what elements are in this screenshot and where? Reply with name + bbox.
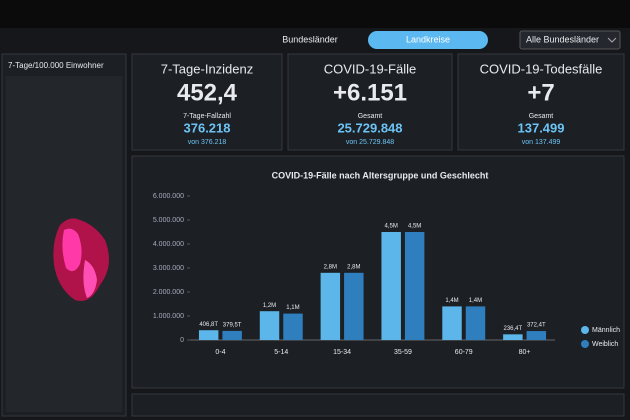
card-title: COVID-19-Fälle [324, 61, 416, 76]
chart-title: COVID-19-Fälle nach Altersgruppe und Ges… [272, 170, 489, 180]
map-legend: 7-Tage/100.000 Einwohner [8, 61, 104, 70]
card-value: +7 [527, 79, 554, 106]
bar [198, 330, 219, 340]
value-label: 1,4M [469, 298, 482, 304]
bar [344, 272, 364, 340]
value-label: 236,4T [504, 326, 523, 332]
card-sub-value: 137.499 [518, 120, 565, 135]
filter-label[interactable]: Alle Bundesländer [526, 34, 599, 44]
card-value: +6.151 [333, 79, 407, 106]
bar [283, 313, 303, 340]
x-tick-label: 35-59 [394, 349, 412, 356]
legend-label: Weiblich [592, 341, 618, 348]
value-label: 1,1M [286, 305, 299, 311]
tab[interactable]: Bundesländer [282, 34, 338, 44]
bar [381, 232, 401, 340]
card-sub-label: Gesamt [529, 113, 554, 120]
x-tick-label: 60-79 [455, 349, 473, 356]
bar [503, 334, 523, 340]
bar [526, 331, 547, 340]
x-tick-label: 80+ [519, 349, 531, 356]
card-sub-value: 376.218 [184, 120, 231, 135]
tab-active[interactable]: Landkreise [406, 34, 450, 44]
y-tick-label: 0 [180, 337, 184, 344]
card-note: von 376.218 [188, 139, 227, 146]
y-tick-label: 6.000.000 [153, 193, 184, 200]
value-label: 2,8M [347, 264, 360, 270]
filter-select[interactable] [519, 30, 621, 50]
y-tick-label: 1.000.000 [153, 313, 184, 320]
tab-active-bg[interactable] [368, 31, 488, 49]
y-tick-label: 3.000.000 [153, 265, 184, 272]
card-sub-label: Gesamt [358, 113, 383, 120]
value-label: 2,8M [324, 264, 337, 270]
value-label: 372,4T [527, 323, 546, 329]
legend-label: Männlich [592, 327, 620, 334]
value-label: 4,5M [408, 224, 421, 230]
value-label: 406,8T [199, 322, 218, 328]
x-tick-label: 5-14 [274, 349, 288, 356]
card [457, 53, 625, 151]
value-label: 4,5M [385, 224, 398, 230]
bar [442, 306, 462, 340]
map-hotspot [83, 260, 97, 298]
card-value: 452,4 [177, 79, 238, 106]
chart-panel [131, 155, 625, 389]
y-tick-label: 2.000.000 [153, 289, 184, 296]
value-label: 1,4M [445, 298, 458, 304]
card [131, 53, 283, 151]
card-sub-value: 25.729.848 [337, 120, 402, 135]
bar [404, 232, 425, 340]
lower-panel [131, 393, 625, 417]
card-note: von 137.499 [522, 139, 561, 146]
dropdown-arrow [607, 37, 617, 43]
x-tick-label: 0-4 [215, 349, 225, 356]
card-title: COVID-19-Todesfälle [480, 61, 603, 76]
legend-swatch [581, 340, 589, 348]
value-label: 379,5T [223, 322, 242, 328]
y-tick-label: 4.000.000 [153, 241, 184, 248]
x-tick-label: 15-34 [333, 349, 351, 356]
bar [465, 306, 486, 340]
card-note: von 25.729.848 [346, 139, 394, 146]
value-label: 1,2M [263, 303, 276, 309]
y-tick-label: 5.000.000 [153, 217, 184, 224]
bar [259, 311, 280, 340]
card-title: 7-Tage-Inzidenz [161, 61, 254, 76]
map-hotspot [62, 228, 82, 272]
bar [222, 330, 242, 340]
card [287, 53, 453, 151]
bar [320, 272, 341, 340]
card-sub-label: 7-Tage-Fallzahl [183, 113, 231, 120]
legend-swatch [581, 326, 589, 334]
